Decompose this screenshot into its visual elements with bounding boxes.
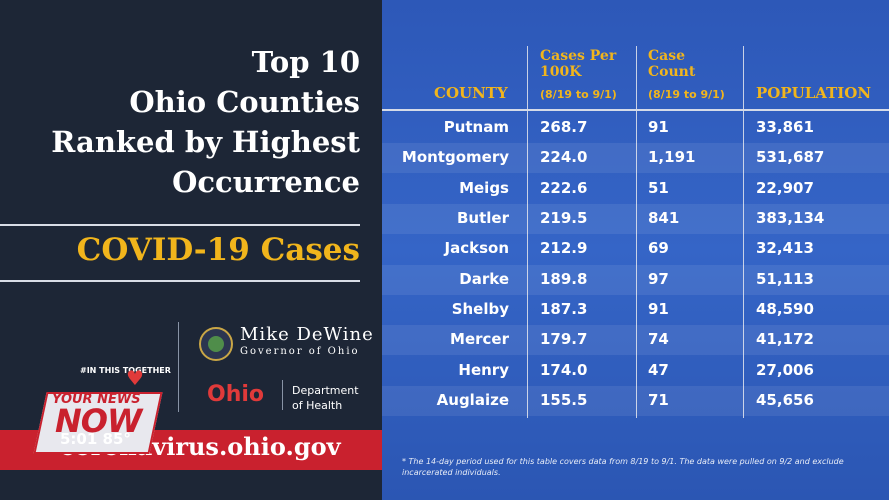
table-row: Putnam 268.7 91 33,861 (382, 113, 889, 143)
subtitle: COVID-19 Cases (76, 232, 360, 268)
state-seal-icon (199, 327, 233, 361)
cell-population: 51,113 (756, 270, 814, 288)
cell-county: Henry (458, 361, 509, 379)
cell-count: 1,191 (648, 148, 696, 166)
column-divider (743, 46, 744, 418)
header-county: COUNTY (434, 84, 508, 102)
cell-county: Jackson (444, 239, 509, 257)
cell-county: Mercer (450, 330, 509, 348)
header-cases-per-100k-period: (8/19 to 9/1) (540, 88, 617, 101)
cell-county: Meigs (459, 179, 509, 197)
cell-population: 32,413 (756, 239, 814, 257)
cell-rate: 187.3 (540, 300, 588, 318)
cell-population: 45,656 (756, 391, 814, 409)
cell-rate: 212.9 (540, 239, 588, 257)
cell-count: 97 (648, 270, 669, 288)
station-brand-line2: NOW (55, 402, 142, 440)
header-case-count: Case Count (648, 48, 696, 80)
cell-count: 69 (648, 239, 669, 257)
governor-title: Governor of Ohio (240, 346, 360, 357)
header-population: POPULATION (756, 84, 872, 102)
cell-county: Shelby (451, 300, 509, 318)
title-line: Ohio Counties (129, 85, 360, 119)
table-row: Darke 189.8 97 51,113 (382, 265, 889, 295)
cell-county: Darke (459, 270, 509, 288)
cell-population: 383,134 (756, 209, 825, 227)
table-row: Mercer 179.7 74 41,172 (382, 325, 889, 355)
cell-population: 531,687 (756, 148, 825, 166)
cell-rate: 189.8 (540, 270, 588, 288)
title-line: Ranked by Highest (51, 125, 360, 159)
cell-population: 48,590 (756, 300, 814, 318)
page-title: Top 10 Ohio Counties Ranked by Highest O… (10, 42, 360, 202)
heart-icon: ♥ (126, 366, 144, 390)
divider-vertical (282, 380, 283, 410)
cell-population: 27,006 (756, 361, 814, 379)
cell-count: 71 (648, 391, 669, 409)
cell-population: 22,907 (756, 179, 814, 197)
cell-count: 841 (648, 209, 680, 227)
divider-vertical (178, 322, 179, 412)
temperature: 85° (102, 430, 131, 448)
cell-count: 47 (648, 361, 669, 379)
station-brand-line1: YOUR NEWS (52, 392, 141, 407)
table-row: Auglaize 155.5 71 45,656 (382, 386, 889, 416)
department-line: of Health (292, 399, 343, 412)
ohio-logo-text: Ohio (207, 382, 265, 407)
cell-population: 33,861 (756, 118, 814, 136)
cell-count: 91 (648, 300, 669, 318)
table-panel (382, 0, 889, 500)
column-divider (527, 46, 528, 418)
left-panel: Top 10 Ohio Counties Ranked by Highest O… (0, 0, 382, 500)
divider (0, 224, 360, 226)
cell-count: 51 (648, 179, 669, 197)
table-row: Meigs 222.6 51 22,907 (382, 174, 889, 204)
cell-rate: 222.6 (540, 179, 588, 197)
cell-count: 74 (648, 330, 669, 348)
column-divider (636, 46, 637, 418)
cell-county: Butler (457, 209, 509, 227)
header-divider (382, 109, 889, 111)
table-row: Henry 174.0 47 27,006 (382, 356, 889, 386)
department-line: Department (292, 384, 359, 397)
table-row: Jackson 212.9 69 32,413 (382, 234, 889, 264)
cell-county: Auglaize (436, 391, 509, 409)
department-label: Department of Health (292, 383, 359, 413)
title-line: Top 10 (251, 45, 360, 79)
divider (0, 280, 360, 282)
cell-county: Putnam (443, 118, 509, 136)
footnote: * The 14-day period used for this table … (402, 457, 844, 477)
table-row: Shelby 187.3 91 48,590 (382, 295, 889, 325)
cell-count: 91 (648, 118, 669, 136)
governor-name: Mike DeWine (240, 324, 374, 345)
cell-county: Montgomery (401, 148, 509, 166)
station-time-temp: 5:01 85° (60, 430, 131, 448)
ohio-logo: Ohio (207, 382, 264, 407)
cell-rate: 268.7 (540, 118, 588, 136)
header-case-count-period: (8/19 to 9/1) (648, 88, 725, 101)
cell-population: 41,172 (756, 330, 814, 348)
title-line: Occurrence (172, 165, 360, 199)
cell-rate: 155.5 (540, 391, 588, 409)
time: 5:01 (60, 430, 98, 448)
cell-rate: 174.0 (540, 361, 588, 379)
cell-rate: 179.7 (540, 330, 588, 348)
cell-rate: 219.5 (540, 209, 588, 227)
station-tagline: #IN THIS TOGETHER (80, 366, 171, 375)
table-row: Butler 219.5 841 383,134 (382, 204, 889, 234)
header-cases-per-100k: Cases Per 100K (540, 48, 617, 80)
table-row: Montgomery 224.0 1,191 531,687 (382, 143, 889, 173)
cell-rate: 224.0 (540, 148, 588, 166)
